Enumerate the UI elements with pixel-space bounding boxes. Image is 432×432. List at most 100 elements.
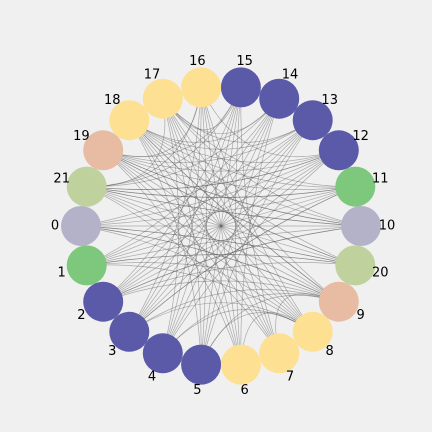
node-10 <box>341 206 381 246</box>
node-label-2: 2 <box>77 308 85 323</box>
edge-4-14 <box>162 98 280 354</box>
node-17 <box>142 78 183 119</box>
edge-6-18 <box>129 120 242 365</box>
edge-5-16 <box>200 87 207 365</box>
edge-12-18 <box>129 119 339 163</box>
edge-21-11 <box>86 186 356 198</box>
edge-13-19 <box>103 119 313 163</box>
edge-5-18 <box>128 120 202 365</box>
edge-7-21 <box>86 186 280 354</box>
edge-6-15 <box>235 87 242 365</box>
node-0 <box>61 206 101 246</box>
edge-3-13 <box>129 119 313 333</box>
edge-4-8 <box>162 309 313 354</box>
edge-4-15 <box>162 87 242 354</box>
node-label-6: 6 <box>240 383 248 398</box>
edge-1-14 <box>86 98 280 266</box>
node-12 <box>318 130 359 171</box>
edge-13-18 <box>129 119 313 150</box>
edge-9-0 <box>80 225 339 303</box>
node-9 <box>318 281 359 322</box>
edge-19-11 <box>103 149 356 190</box>
edge-4-17 <box>162 98 180 354</box>
node-label-21: 21 <box>53 172 70 187</box>
edge-5-13 <box>200 120 313 365</box>
edge-20-19 <box>103 149 356 266</box>
node-5 <box>181 344 222 385</box>
edge-4-13 <box>162 119 313 354</box>
edge-3-16 <box>128 87 202 332</box>
edge-14-21 <box>86 98 280 187</box>
edge-1-8 <box>86 264 313 333</box>
node-19 <box>83 130 124 171</box>
node-label-8: 8 <box>326 344 334 359</box>
edge-20-1 <box>86 254 356 266</box>
edge-10-21 <box>86 186 362 227</box>
edge-8-18 <box>129 119 313 333</box>
edge-1-11 <box>86 186 356 266</box>
edge-3-9 <box>129 289 339 333</box>
node-label-5: 5 <box>193 383 201 398</box>
edge-4-9 <box>162 293 339 354</box>
edge-10-19 <box>103 149 362 227</box>
edge-5-14 <box>200 98 280 365</box>
edge-9-21 <box>86 186 339 303</box>
node-label-4: 4 <box>148 370 156 385</box>
edge-11-3 <box>129 186 356 333</box>
edge-2-20 <box>103 262 356 303</box>
node-label-11: 11 <box>372 172 389 187</box>
node-3 <box>109 311 150 352</box>
edge-6-16 <box>200 87 242 365</box>
edge-2-15 <box>102 87 242 302</box>
node-label-13: 13 <box>321 93 338 108</box>
edge-16-12 <box>200 87 339 158</box>
edge-5-15 <box>200 87 242 365</box>
edge-7-18 <box>129 119 280 354</box>
node-13 <box>292 100 333 141</box>
edge-3-11 <box>129 186 356 333</box>
edge-12-21 <box>86 149 339 190</box>
edge-3-12 <box>129 150 340 333</box>
node-1 <box>66 245 107 286</box>
edge-8-21 <box>86 186 313 333</box>
node-label-1: 1 <box>58 265 66 280</box>
edge-6-19 <box>102 150 242 365</box>
edge-11-2 <box>103 186 356 303</box>
edge-4-12 <box>162 150 340 354</box>
edge-8-16 <box>200 87 313 332</box>
edge-2-10 <box>103 225 362 303</box>
edge-20-0 <box>80 225 356 266</box>
edge-21-10 <box>86 186 362 227</box>
edge-7-17 <box>162 98 280 354</box>
edge-13-17 <box>162 98 313 143</box>
edge-0-11 <box>80 186 356 227</box>
edge-18-11 <box>129 119 356 188</box>
node-label-15: 15 <box>236 54 253 69</box>
node-6 <box>220 344 261 385</box>
node-label-20: 20 <box>372 265 389 280</box>
edge-group <box>80 87 362 365</box>
edge-16-21 <box>86 87 202 187</box>
edge-10-1 <box>86 225 362 266</box>
node-8 <box>292 311 333 352</box>
node-16 <box>181 67 222 108</box>
node-label-0: 0 <box>51 219 59 234</box>
edge-5-9 <box>200 294 339 365</box>
edge-0-12 <box>80 149 339 227</box>
node-label-19: 19 <box>73 129 90 144</box>
edge-1-9 <box>86 262 339 303</box>
edge-7-16 <box>200 87 280 354</box>
edge-10-2 <box>103 225 362 303</box>
node-11 <box>335 166 376 207</box>
edge-18-9 <box>129 119 340 302</box>
edge-4-16 <box>162 87 202 354</box>
edge-3-14 <box>129 98 280 333</box>
edge-9-17 <box>162 98 340 302</box>
node-label-18: 18 <box>104 93 121 108</box>
edge-0-13 <box>80 119 313 227</box>
edge-15-19 <box>103 87 242 158</box>
node-label-3: 3 <box>108 344 116 359</box>
edge-8-17 <box>162 98 313 333</box>
edge-8-19 <box>102 150 313 333</box>
